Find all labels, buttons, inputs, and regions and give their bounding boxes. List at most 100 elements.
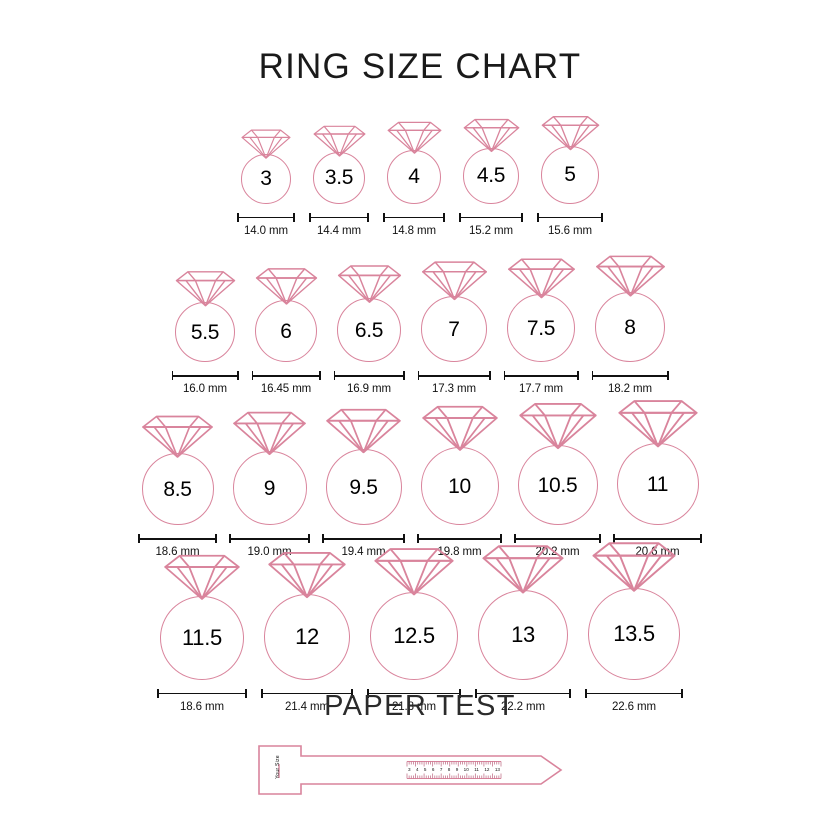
diamond-wrap xyxy=(616,396,700,448)
ring-cell-size-9.5[interactable]: 9.5 19.4 mm xyxy=(322,405,405,558)
measurement-cap-left xyxy=(613,534,615,544)
measurement-label: 21.4 mm xyxy=(284,700,330,713)
ring-size-label: 4 xyxy=(408,165,420,189)
diamond-wrap xyxy=(372,544,456,596)
ring-figure: 8 xyxy=(594,252,667,363)
ring-figure: 10.5 xyxy=(517,399,599,526)
measurement-group: 15.2 mm xyxy=(459,212,523,237)
ring-size-label: 4.5 xyxy=(476,164,506,188)
ring-cell-size-8[interactable]: 8 18.2 mm xyxy=(591,252,669,396)
measurement-bar xyxy=(157,688,247,698)
ring-cell-size-3.5[interactable]: 3.5 14.4 mm xyxy=(309,123,369,237)
ring-cell-size-10.5[interactable]: 10.5 20.2 mm xyxy=(514,399,601,558)
measurement-cap-right xyxy=(402,371,405,381)
ruler-scale-value: 3 xyxy=(408,767,411,772)
measurement-cap-right xyxy=(367,212,369,222)
measurement-bar xyxy=(171,371,239,381)
diamond-icon xyxy=(541,115,599,151)
ring-band: 6.5 xyxy=(337,298,401,363)
ring-cell-size-9[interactable]: 9 19.0 mm xyxy=(229,408,310,558)
measurement-cap-right xyxy=(403,534,405,544)
measurement-bar xyxy=(138,534,217,544)
ring-figure: 8.5 xyxy=(140,412,215,526)
paper-test-section: Your Size 3 4 5 6 7 8 9 10 11 12 13 xyxy=(0,742,840,798)
measurement-group: 17.3 mm xyxy=(417,371,491,396)
ring-cell-size-11[interactable]: 11 20.6 mm xyxy=(613,396,702,558)
diamond-icon xyxy=(518,403,597,450)
ring-cell-size-5[interactable]: 5 15.6 mm xyxy=(537,113,603,237)
diamond-wrap xyxy=(420,258,489,301)
diamond-wrap xyxy=(312,123,367,157)
measurement-bar xyxy=(237,212,295,222)
diamond-wrap xyxy=(420,402,500,452)
ring-cell-size-7.5[interactable]: 7.5 17.7 mm xyxy=(503,255,579,395)
ring-cell-size-3[interactable]: 3 14.0 mm xyxy=(237,127,295,237)
ring-cell-size-13[interactable]: 13 22.2 mm xyxy=(475,541,571,713)
ring-band: 11 xyxy=(616,443,699,526)
diamond-icon xyxy=(421,406,498,452)
measurement-label: 17.3 mm xyxy=(431,383,477,396)
diamond-icon xyxy=(164,554,240,600)
measurement-label: 16.9 mm xyxy=(346,383,392,396)
measurement-cap-left xyxy=(514,534,516,544)
ring-cell-size-4[interactable]: 4 14.8 mm xyxy=(383,119,445,237)
ring-size-label: 10.5 xyxy=(537,473,578,497)
diamond-wrap xyxy=(594,252,667,297)
measurement-cap-right xyxy=(308,534,310,544)
measurement-group: 15.6 mm xyxy=(537,212,603,237)
ruler-scale-value: 9 xyxy=(455,767,459,772)
ring-band: 9.5 xyxy=(325,449,402,526)
ring-size-label: 5.5 xyxy=(190,320,220,344)
ring-band: 7 xyxy=(421,296,487,363)
measurement-group: 14.8 mm xyxy=(383,212,445,237)
paper-strip-holder: Your Size 3 4 5 6 7 8 9 10 11 12 13 xyxy=(255,742,585,798)
diamond-icon xyxy=(617,400,698,448)
ring-cell-size-4.5[interactable]: 4.5 15.2 mm xyxy=(459,116,523,237)
diamond-wrap xyxy=(254,265,319,305)
measurement-cap-right xyxy=(488,371,491,381)
measurement-label: 18.6 mm xyxy=(179,700,225,713)
ring-size-label: 6 xyxy=(280,319,292,343)
diamond-wrap xyxy=(517,399,599,450)
diamond-wrap xyxy=(336,262,403,304)
ring-band: 9 xyxy=(232,451,307,526)
ring-cell-size-11.5[interactable]: 11.5 18.6 mm xyxy=(157,551,247,713)
measurement-bar xyxy=(475,688,571,698)
ring-cell-size-8.5[interactable]: 8.5 18.6 mm xyxy=(138,412,217,558)
ring-size-label: 13 xyxy=(511,621,535,647)
measurement-bar xyxy=(503,371,579,381)
measurement-bar xyxy=(514,534,601,544)
ruler-ticks xyxy=(406,761,502,779)
ring-cell-size-10[interactable]: 10 19.8 mm xyxy=(417,402,502,558)
measurement-cap-right xyxy=(569,688,571,698)
measurement-cap-right xyxy=(681,688,683,698)
measurement-group: 21.8 mm xyxy=(367,688,461,713)
ring-cell-size-12[interactable]: 12 21.4 mm xyxy=(261,548,353,713)
measurement-label: 21.8 mm xyxy=(391,700,437,713)
diamond-wrap xyxy=(240,127,292,159)
ring-band: 8.5 xyxy=(141,453,214,526)
measurement-cap-left xyxy=(417,371,420,381)
ring-cell-size-5.5[interactable]: 5.5 16.0 mm xyxy=(171,268,239,395)
measurement-cap-left xyxy=(322,534,324,544)
ring-cell-size-6.5[interactable]: 6.5 16.9 mm xyxy=(333,262,405,396)
measurement-label: 18.2 mm xyxy=(607,383,653,396)
diamond-wrap xyxy=(174,268,237,307)
ring-size-label: 9 xyxy=(263,476,276,500)
diamond-icon xyxy=(482,545,564,594)
ring-cell-size-6[interactable]: 6 16.45 mm xyxy=(251,265,321,395)
ring-band: 5.5 xyxy=(175,302,235,363)
measurement-group: 18.2 mm xyxy=(591,371,669,396)
ring-size-label: 8.5 xyxy=(163,477,192,501)
diamond-icon xyxy=(233,412,306,456)
diamond-icon xyxy=(142,415,213,458)
ring-size-label: 7.5 xyxy=(526,316,556,340)
measurement-cap-left xyxy=(333,371,336,381)
ruler-scale-value: 13 xyxy=(494,767,500,772)
ring-cell-size-7[interactable]: 7 17.3 mm xyxy=(417,258,491,396)
measurement-label: 19.4 mm xyxy=(341,546,386,559)
strip-outline xyxy=(258,745,563,795)
ring-cell-size-13.5[interactable]: 13.5 22.6 mm xyxy=(585,538,683,713)
ring-cell-size-12.5[interactable]: 12.5 21.8 mm xyxy=(367,544,461,713)
measurement-cap-right xyxy=(215,534,217,544)
